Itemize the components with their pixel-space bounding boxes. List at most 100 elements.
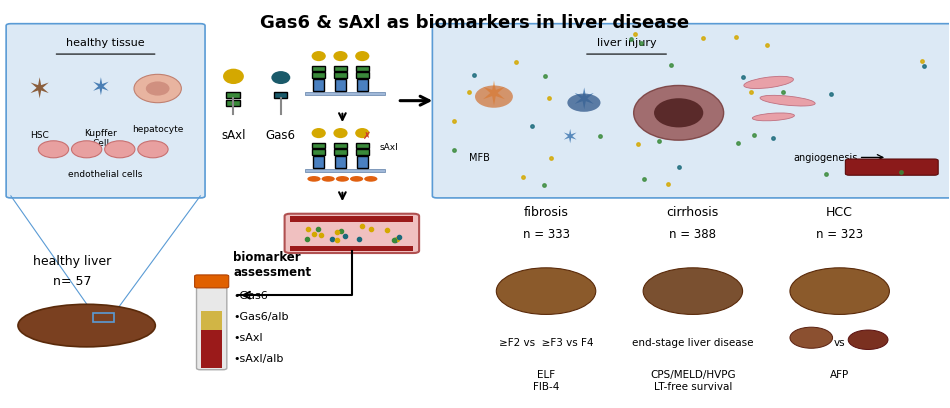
FancyBboxPatch shape <box>226 100 240 106</box>
Text: n = 333: n = 333 <box>522 228 570 241</box>
Ellipse shape <box>333 51 348 61</box>
FancyBboxPatch shape <box>314 156 324 169</box>
Text: healthy liver: healthy liver <box>33 255 111 268</box>
FancyBboxPatch shape <box>355 143 369 148</box>
Ellipse shape <box>272 71 291 84</box>
FancyBboxPatch shape <box>334 79 346 91</box>
FancyBboxPatch shape <box>305 169 385 173</box>
FancyBboxPatch shape <box>313 66 325 71</box>
Ellipse shape <box>654 98 703 127</box>
Bar <box>201 330 222 368</box>
FancyBboxPatch shape <box>334 156 346 169</box>
Ellipse shape <box>752 113 794 121</box>
Text: ✶: ✶ <box>480 78 508 111</box>
FancyBboxPatch shape <box>333 149 347 155</box>
Bar <box>93 313 114 322</box>
FancyBboxPatch shape <box>333 66 347 71</box>
Text: CPS/MELD/HVPG
LT-free survival: CPS/MELD/HVPG LT-free survival <box>650 370 735 392</box>
Circle shape <box>335 176 349 182</box>
FancyBboxPatch shape <box>291 246 413 251</box>
Ellipse shape <box>790 268 889 315</box>
Ellipse shape <box>18 304 155 347</box>
Text: ELF
FIB-4: ELF FIB-4 <box>533 370 560 392</box>
Text: Gas6 & sAxl as biomarkers in liver disease: Gas6 & sAxl as biomarkers in liver disea… <box>260 13 690 31</box>
FancyBboxPatch shape <box>275 92 288 98</box>
Text: ✗: ✗ <box>363 131 371 141</box>
FancyBboxPatch shape <box>355 72 369 78</box>
Text: hepatocyte: hepatocyte <box>132 125 183 134</box>
Text: ≥F2 vs  ≥F3 vs F4: ≥F2 vs ≥F3 vs F4 <box>499 338 594 348</box>
Text: healthy tissue: healthy tissue <box>66 38 145 48</box>
Text: n= 57: n= 57 <box>53 275 92 288</box>
Ellipse shape <box>134 74 181 103</box>
Text: biomarker
assessment: biomarker assessment <box>234 251 312 279</box>
Text: n = 323: n = 323 <box>816 228 864 241</box>
Text: HCC: HCC <box>826 206 853 219</box>
Text: •sAxl/alb: •sAxl/alb <box>234 354 284 364</box>
Text: Kupffer
Cell: Kupffer Cell <box>85 129 117 149</box>
Ellipse shape <box>634 85 724 140</box>
Text: fibrosis: fibrosis <box>523 206 568 219</box>
FancyBboxPatch shape <box>314 79 324 91</box>
Text: ✶: ✶ <box>28 77 51 104</box>
Circle shape <box>364 176 377 182</box>
FancyBboxPatch shape <box>291 216 413 222</box>
FancyBboxPatch shape <box>313 143 325 148</box>
Text: •sAxl: •sAxl <box>234 333 263 343</box>
FancyBboxPatch shape <box>313 72 325 78</box>
Ellipse shape <box>146 82 169 95</box>
Text: AFP: AFP <box>830 370 849 380</box>
FancyBboxPatch shape <box>355 149 369 155</box>
Ellipse shape <box>643 268 743 315</box>
FancyBboxPatch shape <box>846 159 939 175</box>
Ellipse shape <box>38 141 68 158</box>
Ellipse shape <box>223 69 244 84</box>
FancyBboxPatch shape <box>197 284 227 370</box>
Ellipse shape <box>475 85 513 108</box>
Ellipse shape <box>138 141 168 158</box>
FancyBboxPatch shape <box>333 143 347 148</box>
FancyBboxPatch shape <box>285 214 419 253</box>
Ellipse shape <box>760 95 815 106</box>
Text: •Gas6/alb: •Gas6/alb <box>234 312 289 322</box>
FancyBboxPatch shape <box>226 92 240 98</box>
Ellipse shape <box>312 128 326 138</box>
Ellipse shape <box>333 128 348 138</box>
Ellipse shape <box>790 327 832 348</box>
Text: n = 388: n = 388 <box>670 228 716 241</box>
Text: cirrhosis: cirrhosis <box>667 206 719 219</box>
Circle shape <box>308 176 320 182</box>
Ellipse shape <box>744 76 793 89</box>
Ellipse shape <box>567 93 600 112</box>
FancyBboxPatch shape <box>432 24 950 198</box>
Text: Gas6: Gas6 <box>266 129 295 142</box>
Ellipse shape <box>312 51 326 61</box>
Circle shape <box>321 176 334 182</box>
Circle shape <box>350 176 363 182</box>
Text: liver injury: liver injury <box>597 38 656 48</box>
FancyBboxPatch shape <box>195 275 229 288</box>
Ellipse shape <box>104 141 135 158</box>
Text: vs: vs <box>834 338 846 348</box>
Ellipse shape <box>848 330 888 350</box>
Bar <box>201 311 222 330</box>
Text: sAxl: sAxl <box>221 129 246 142</box>
FancyBboxPatch shape <box>6 24 205 198</box>
Text: ✶: ✶ <box>91 77 111 100</box>
Text: endothelial cells: endothelial cells <box>68 170 142 179</box>
Ellipse shape <box>355 128 370 138</box>
Text: MFB: MFB <box>469 153 490 163</box>
FancyBboxPatch shape <box>333 72 347 78</box>
Text: end-stage liver disease: end-stage liver disease <box>632 338 753 348</box>
Text: angiogenesis: angiogenesis <box>793 153 858 163</box>
Text: •Gas6: •Gas6 <box>234 291 268 301</box>
Text: ✶: ✶ <box>561 128 578 146</box>
FancyBboxPatch shape <box>356 79 368 91</box>
Ellipse shape <box>71 141 102 158</box>
FancyBboxPatch shape <box>313 149 325 155</box>
FancyBboxPatch shape <box>305 92 385 95</box>
FancyBboxPatch shape <box>356 156 368 169</box>
Text: HSC: HSC <box>29 131 48 140</box>
Ellipse shape <box>496 268 596 315</box>
Ellipse shape <box>355 51 370 61</box>
